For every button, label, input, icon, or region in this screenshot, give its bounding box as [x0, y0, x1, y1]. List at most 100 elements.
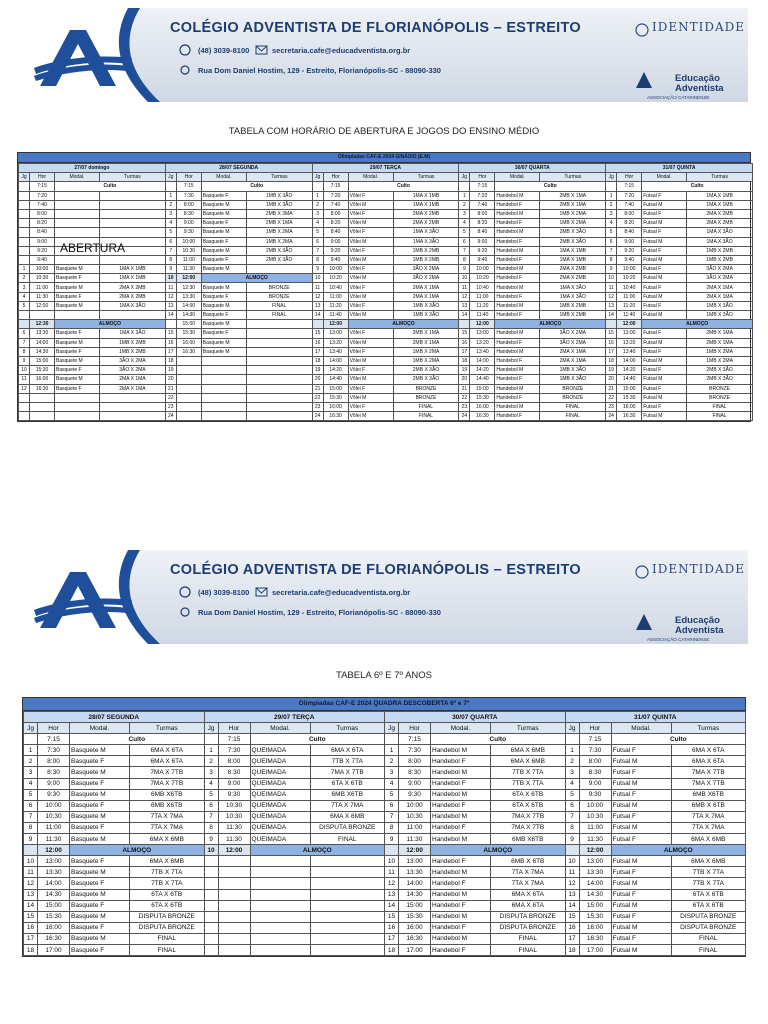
cell: 3ÃO X 2MA — [392, 273, 460, 284]
schedule-row: 1 7:20 Vôlei F 1MA X 1MB — [311, 190, 460, 201]
schedule-row: 16 13:20 Vôlei M 2MB X 1MA — [311, 337, 460, 348]
cell: 10 — [23, 855, 38, 868]
schedule-row: 7:15 Culto — [311, 181, 460, 192]
cell: 14 — [458, 309, 471, 321]
cell: 8:30 — [175, 208, 202, 220]
schedule-row: 11 10:40 Handebol M 1MA X 3ÃO — [458, 282, 607, 293]
cell — [54, 401, 100, 413]
schedule-row: 4 9:00 Futsal M 7MA X 7TB — [564, 777, 747, 790]
cell — [384, 844, 399, 857]
cell — [217, 921, 251, 934]
cell: 3 — [564, 766, 580, 779]
cell: Futsal M — [641, 218, 688, 229]
cell: 9 — [458, 264, 471, 275]
cell: Handebol M — [430, 766, 491, 779]
cell: Culto — [641, 181, 753, 192]
cell: Handebol F — [494, 392, 541, 403]
cell: 7 — [164, 245, 177, 256]
cell: 10 — [458, 273, 471, 284]
cell: 1 — [458, 190, 471, 201]
cell: 16:30 — [322, 411, 349, 422]
cell — [18, 319, 30, 330]
day-header-row: 28/07 SEGUNDA — [164, 162, 313, 174]
cell: 1MB X 2MA — [392, 355, 460, 367]
cell: 10:30 — [217, 799, 251, 812]
day-block: 28/07 SEGUNDA Jg Hor Modal. Turmas 7:15 Culto 1… — [23, 710, 205, 957]
cell: 22 — [458, 392, 471, 403]
cell: 8:00 — [578, 755, 612, 768]
cell: 7MA X 7TB — [309, 766, 386, 779]
cell: 14:20 — [616, 365, 643, 376]
cell: 17 — [164, 346, 177, 357]
cell: 6 — [23, 799, 38, 812]
schedule-row: 20 — [164, 374, 313, 385]
schedule-row: 9:20 — [18, 245, 166, 256]
schedule-row: 24 16:30 Vôlei M FINAL — [311, 411, 460, 422]
cell: Vôlei M — [347, 291, 394, 302]
cell: 12 — [605, 291, 618, 302]
cell: 2MB X 3ÃO — [392, 365, 460, 376]
cell: FINAL — [539, 401, 607, 413]
schedule-row — [203, 921, 386, 934]
cell: 1 — [164, 190, 177, 201]
cell — [200, 401, 247, 413]
cell: Futsal F — [641, 346, 688, 357]
cell: 7:15 — [322, 181, 349, 192]
cell: 13:00 — [469, 328, 496, 339]
cell: 2MA X 2MB — [392, 208, 460, 220]
cell: Futsal M — [641, 254, 688, 266]
cell: 1MB X 2MB — [686, 254, 753, 266]
cell: 16:30 — [175, 346, 202, 357]
cell: Basquete F — [69, 799, 130, 812]
cell: Vôlei M — [347, 411, 394, 422]
cell: Futsal F — [641, 190, 688, 201]
cell: 13:20 — [469, 337, 496, 348]
cell: 2MB X 3ÃO — [392, 374, 460, 385]
cell: 24 — [164, 411, 177, 422]
day-table: 27/07 domingo Jg Hor Modal. Turmas 7:15 Culto 7… — [18, 162, 166, 422]
cell: 1MA X 1MB — [99, 273, 166, 284]
schedule-row: 7 9:20 Futsal F 1MB X 2MB — [605, 245, 753, 256]
cell: 2 — [384, 755, 399, 768]
cell: Basquete M — [69, 910, 130, 923]
cell: Vôlei F — [347, 190, 394, 201]
cell: 5 — [164, 227, 177, 238]
schedule-row: 8 11:00 Handebol F 7MA X 7TB — [384, 821, 566, 835]
cell — [54, 208, 100, 220]
cell: FINAL — [129, 932, 205, 945]
cell: Futsal F — [641, 365, 688, 376]
cell: Vôlei M — [347, 374, 394, 385]
cell: 15:00 — [398, 899, 431, 912]
cell: 7:40 — [29, 199, 55, 210]
cell: 13:30 — [37, 866, 70, 879]
cell: Futsal M — [610, 877, 672, 890]
cell: 23 — [458, 401, 471, 413]
cell: 15:00 — [37, 899, 70, 912]
cell: 7 — [18, 337, 30, 348]
cell — [18, 190, 30, 201]
cell: 13:00 — [578, 855, 612, 868]
cell: Handebol M — [430, 744, 491, 757]
day-header-row: 29/07 TERÇA — [203, 710, 386, 724]
cell: Basquete M — [69, 866, 130, 879]
cell: 7:15 — [616, 181, 643, 192]
cell: 21 — [311, 383, 324, 394]
banner-art — [20, 8, 652, 102]
cell: 2MB X 3ÃO — [539, 236, 607, 247]
cell: 10:40 — [469, 282, 496, 293]
cell: 2 — [23, 755, 38, 768]
schedule-row: 13 11:20 Vôlei F 1MB X 3ÃO — [311, 300, 460, 312]
cell: QUEIMADA — [249, 799, 311, 812]
schedule-row: 2 8:00 Futsal M 6MA X 6TA — [564, 755, 747, 768]
cell: 2MB X 1MA — [539, 190, 607, 201]
cell: BRONZE — [245, 291, 313, 302]
cell: 18 — [605, 355, 618, 367]
cell: 9:40 — [322, 254, 349, 266]
cell: 3ÃO X 2MA — [539, 328, 607, 339]
cell: 5 — [18, 300, 30, 312]
cell: 11:40 — [469, 309, 496, 321]
school-name: COLÉGIO ADVENTISTA DE FLORIANÓPOLIS – ES… — [170, 20, 581, 36]
schedule-row: 7:15 Culto — [458, 181, 607, 192]
cell: 1MB X 3ÃO — [245, 190, 313, 201]
cell: 14:20 — [469, 365, 496, 376]
